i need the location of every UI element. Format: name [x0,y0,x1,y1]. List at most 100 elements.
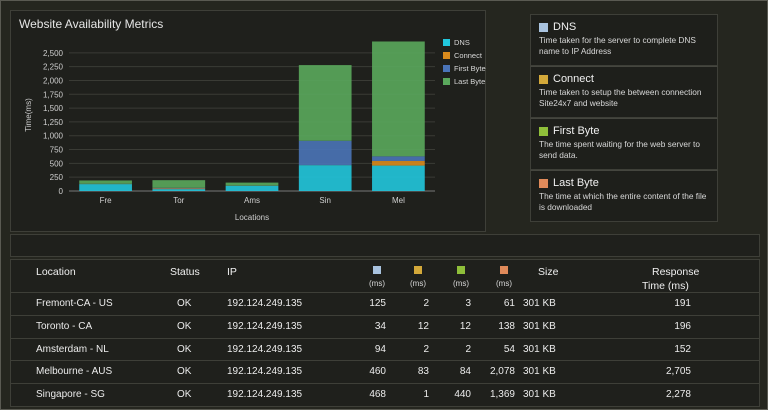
header-status[interactable]: Status [170,266,200,278]
cell-status: OK [177,298,192,309]
bar-first-byte [298,140,352,166]
chart-title: Website Availability Metrics [19,17,164,31]
x-tick-label: Sin [319,196,331,205]
cell-size: 301 KB [523,320,556,332]
cell-ip: 192.124.249.135 [227,298,303,309]
metric-descriptions: DNS Time taken for the server to complet… [530,14,718,222]
last-byte-swatch-icon [500,266,508,274]
cell-connect: 83 [417,366,429,378]
bar-last-byte [79,180,132,184]
header-ip[interactable]: IP [227,266,237,278]
y-tick-label: 1,500 [43,104,64,113]
y-tick-label: 0 [59,187,64,196]
cell-response-time: 191 [674,298,691,309]
table-row[interactable]: Amsterdam - NL OK 192.124.249.135 94 2 2 54 301… [11,339,759,362]
cell-last-byte: 54 [503,343,515,355]
bar-last-byte [298,65,352,141]
legend-label: DNS [454,38,470,47]
cell-dns: 460 [369,366,386,378]
cell-first-byte: 12 [459,320,471,332]
cell-ip: 192.124.249.135 [227,366,303,378]
cell-response-time: 152 [674,343,691,355]
bar-last-byte [372,41,425,157]
cell-location: Melbourne - AUS [36,366,113,378]
bar-last-byte [225,182,279,186]
legend-swatch-icon [443,52,450,59]
cell-ip: 192.124.249.135 [227,343,303,355]
table-header: Location Status IP (ms) (ms) (ms) (ms) S… [11,260,759,293]
table-body: Fremont-CA - US OK 192.124.249.135 125 2 3 61 3… [11,293,759,407]
cell-dns: 125 [369,298,386,309]
cell-size: 301 KB [523,389,556,401]
header-dns-unit: (ms) [369,279,385,288]
x-axis-label: Locations [235,213,269,222]
table-row[interactable]: Toronto - CA OK 192.124.249.135 34 12 12 138 30… [11,316,759,339]
cell-status: OK [177,320,192,332]
cell-first-byte: 440 [454,389,471,401]
cell-dns: 468 [369,389,386,401]
cell-size: 301 KB [523,298,556,309]
cell-location: Toronto - CA [36,320,93,332]
table-row[interactable]: Singapore - SG OK 192.124.249.135 468 1 440 1,… [11,384,759,407]
cell-status: OK [177,343,192,355]
card-title: DNS [553,21,577,33]
bar-dns [298,165,352,191]
cell-size: 301 KB [523,366,556,378]
y-tick-label: 2,250 [43,63,64,72]
last-byte-swatch-icon [539,178,548,188]
cell-response-time: 196 [674,320,691,332]
x-tick-label: Fre [100,196,113,205]
header-location[interactable]: Location [36,266,76,278]
bar-dns [152,189,206,191]
table-row[interactable]: Melbourne - AUS OK 192.124.249.135 460 83 84 2… [11,361,759,385]
card-description: Time taken for the server to complete DN… [539,35,696,56]
x-tick-label: Mel [392,196,405,205]
y-tick-label: 2,500 [43,49,64,58]
card-title: Last Byte [553,177,599,189]
card-description: The time at which the entire content of … [539,191,707,212]
table-row[interactable]: Fremont-CA - US OK 192.124.249.135 125 2 3 61 3… [11,293,759,316]
bar-dns [225,185,279,191]
header-response[interactable]: Response [652,266,700,278]
cell-location: Singapore - SG [36,389,105,401]
bar-connect [152,188,206,190]
cell-connect: 2 [423,298,429,309]
cell-location: Amsterdam - NL [36,343,109,355]
connect-swatch-icon [539,74,548,84]
y-tick-label: 2,000 [43,76,64,85]
legend-swatch-icon [443,78,450,85]
cell-location: Fremont-CA - US [36,298,113,309]
card-last-byte: Last Byte The time at which the entire c… [530,170,718,222]
card-connect: Connect Time taken to setup the between … [530,66,718,118]
bar-connect [372,160,425,166]
y-tick-label: 500 [50,159,64,168]
legend-label: Connect [454,51,483,60]
chart-panel: Website Availability Metrics 0 250 500 750 1… [10,10,486,232]
cell-dns: 34 [374,320,386,332]
header-connect-unit: (ms) [410,279,426,288]
cell-first-byte: 2 [465,343,471,355]
bar-first-byte [152,187,206,189]
header-first-byte-unit: (ms) [453,279,469,288]
cell-last-byte: 2,078 [489,366,515,378]
metrics-table: Location Status IP (ms) (ms) (ms) (ms) S… [10,259,760,407]
cell-last-byte: 1,369 [489,389,515,401]
cell-ip: 192.124.249.135 [227,389,303,401]
cell-connect: 2 [423,343,429,355]
legend-swatch-icon [443,39,450,46]
card-first-byte: First Byte The time spent waiting for th… [530,118,718,170]
cell-connect: 12 [417,320,429,332]
bar-first-byte [372,156,425,161]
y-tick-label: 1,000 [43,132,64,141]
y-axis-label: Time(ms) [24,98,33,132]
card-dns: DNS Time taken for the server to complet… [530,14,718,66]
y-tick-label: 1,250 [43,118,64,127]
cell-first-byte: 3 [465,298,471,309]
legend-label: Last Byte [454,77,485,86]
header-last-byte-unit: (ms) [496,279,512,288]
cell-last-byte: 61 [503,298,515,309]
header-size[interactable]: Size [538,266,559,278]
x-tick-label: Ams [244,196,260,205]
cell-status: OK [177,366,192,378]
